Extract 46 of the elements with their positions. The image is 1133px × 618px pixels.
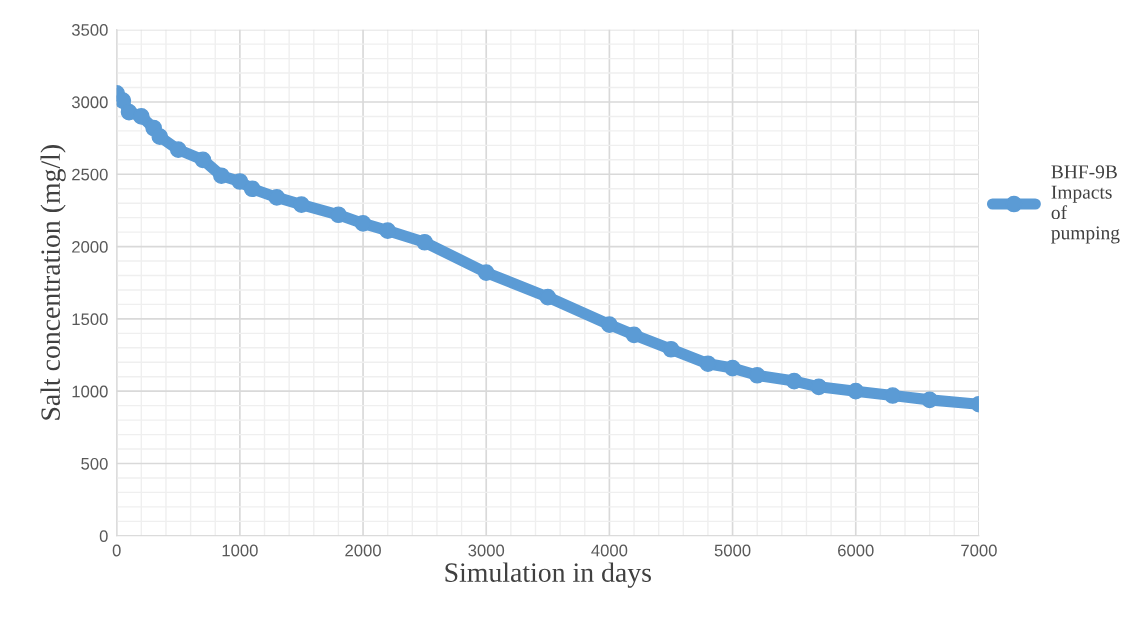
y-tick-label: 500 [81, 457, 108, 470]
x-tick-label: 7000 [961, 544, 997, 557]
point [416, 233, 433, 251]
point [625, 326, 643, 344]
point [539, 288, 557, 306]
point [477, 264, 495, 281]
x-tick-label: 5000 [714, 544, 751, 557]
y-tick-label: 3500 [71, 24, 108, 36]
x-tick-label: 3000 [468, 544, 505, 557]
x-tick-label: 1000 [222, 544, 258, 557]
x-tick-label: 6000 [838, 544, 874, 557]
point [662, 340, 680, 358]
point [293, 196, 310, 213]
y-axis-title: Salt concentration (mg/l) [40, 145, 66, 420]
point [785, 372, 803, 390]
point [354, 215, 372, 232]
y-tick-label: 0 [99, 530, 108, 543]
x-tick-label: 4000 [591, 544, 628, 557]
point [213, 167, 230, 185]
point [194, 151, 212, 169]
x-tick-label: 0 [112, 544, 121, 557]
point [847, 382, 865, 400]
point [601, 316, 618, 334]
point [330, 206, 347, 224]
point [132, 108, 150, 125]
y-tick-label: 3000 [71, 96, 108, 109]
point [921, 391, 938, 409]
y-tick-label: 1500 [72, 313, 108, 326]
x-axis-title: Simulation in days [445, 562, 651, 588]
point [724, 359, 741, 377]
point [268, 189, 286, 206]
point [169, 141, 187, 159]
point [231, 173, 249, 190]
y-tick-label: 2000 [72, 240, 108, 253]
point [884, 387, 902, 404]
x-tick-label: 2000 [345, 544, 381, 557]
point [379, 222, 397, 240]
legend-label: BHF-9B Impacts of pumping [1051, 165, 1120, 244]
point [699, 355, 717, 373]
y-tick-label: 2500 [72, 168, 108, 181]
point [116, 92, 132, 109]
point [151, 128, 169, 146]
point [243, 180, 261, 198]
point [810, 378, 828, 396]
y-tick-label: 1000 [72, 385, 108, 398]
point [748, 366, 766, 384]
